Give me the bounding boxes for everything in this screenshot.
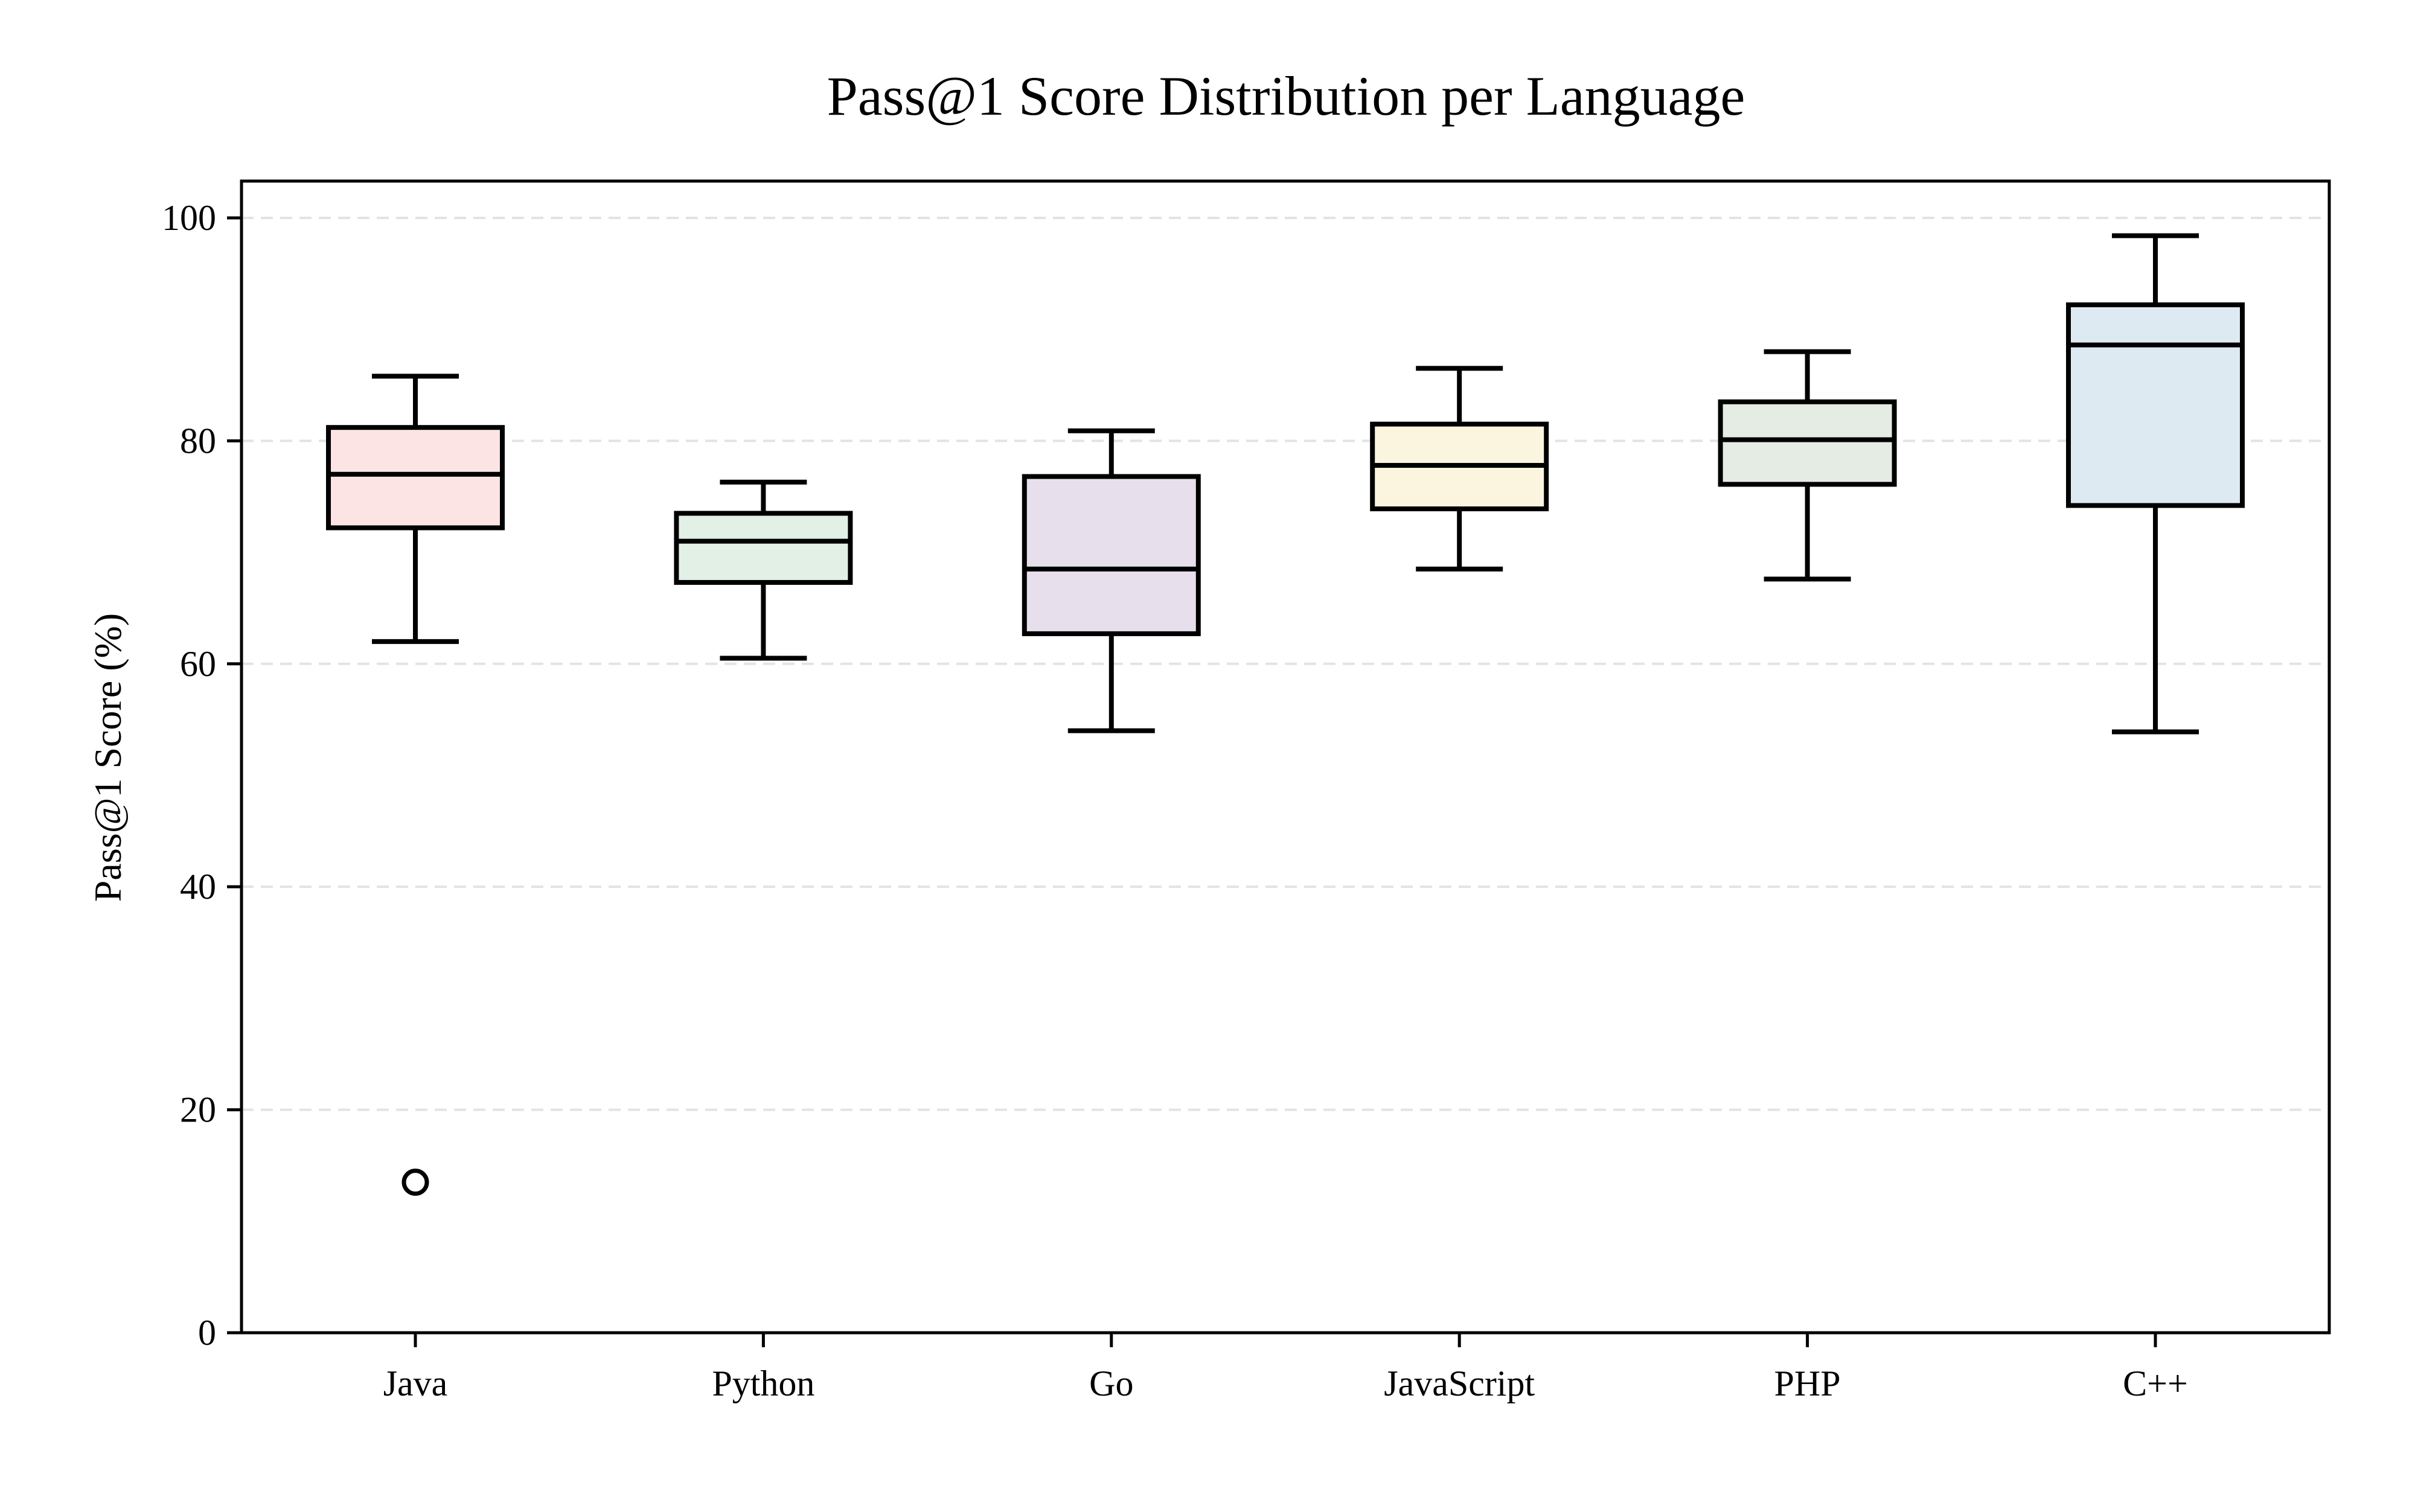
x-tick-label: Java (383, 1364, 448, 1403)
x-tick-label: Python (712, 1364, 814, 1403)
y-tick-label: 100 (162, 198, 216, 238)
box-iqr (674, 511, 853, 585)
chart-title: Pass@1 Score Distribution per Language (827, 65, 1745, 127)
box-iqr (326, 425, 505, 531)
grid-layer (242, 216, 2329, 1111)
box-group-javascript (1370, 366, 1549, 572)
y-tick-label: 40 (180, 867, 216, 907)
box-iqr (1718, 399, 1897, 487)
axis-layer: 0 20 40 60 80 100 Java Python Go JavaScript PHP C++ (162, 179, 2331, 1403)
x-tick-label: JavaScript (1384, 1364, 1535, 1403)
box-group-cpp (2066, 233, 2245, 735)
outlier-point (401, 1169, 429, 1196)
box-iqr (1022, 474, 1201, 636)
box-group-go (1022, 428, 1201, 733)
y-axis-label: Pass@1 Score (%) (86, 613, 129, 902)
box-group-python (674, 479, 853, 661)
y-tick-label: 60 (180, 644, 216, 684)
box-layer (326, 233, 2245, 1196)
x-tick-label: PHP (1774, 1364, 1841, 1403)
box-group-php (1718, 349, 1897, 582)
y-tick-label: 80 (180, 421, 216, 461)
box-group-java (326, 374, 505, 1196)
box-iqr (2066, 302, 2245, 508)
x-tick-label: C++ (2123, 1364, 2188, 1403)
plot-frame (240, 179, 2331, 1335)
y-tick-label: 20 (180, 1090, 216, 1130)
y-tick-label: 0 (198, 1313, 216, 1353)
x-tick-label: Go (1089, 1364, 1133, 1403)
